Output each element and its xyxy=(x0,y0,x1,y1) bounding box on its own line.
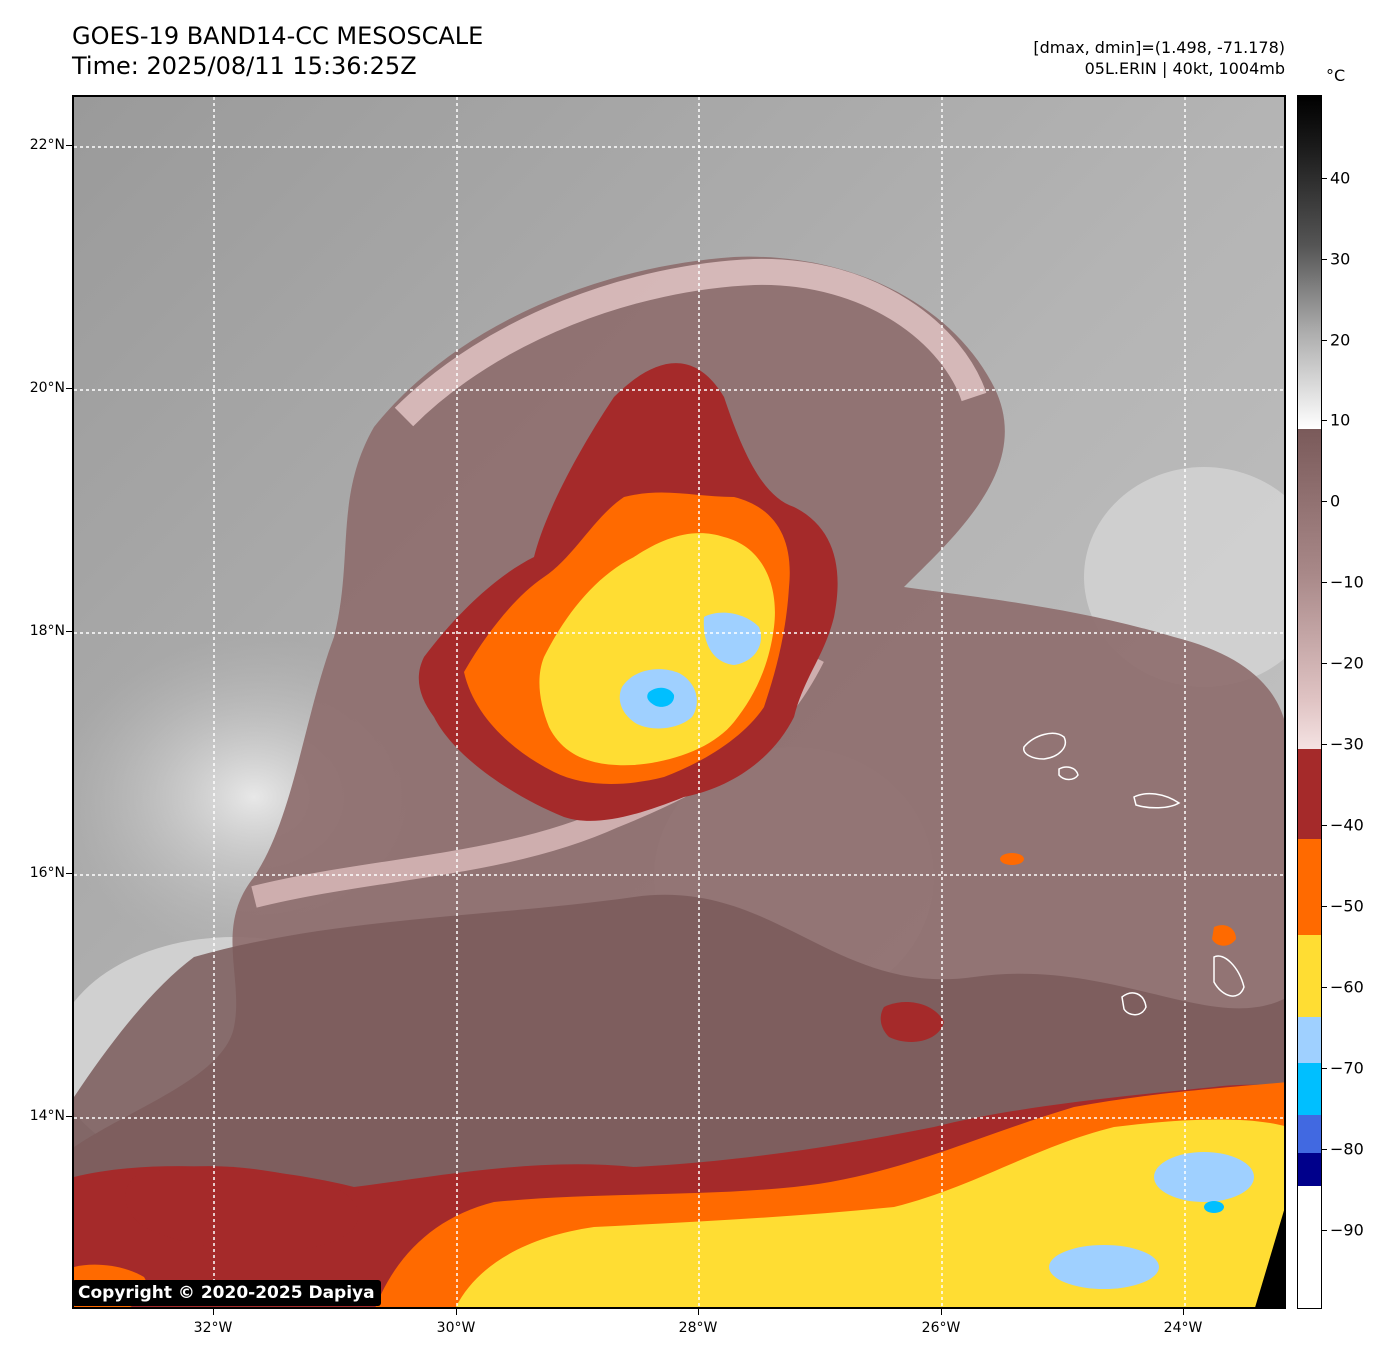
lon-tick-26w xyxy=(941,1309,942,1315)
colorbar-tick-minus50 xyxy=(1322,906,1327,907)
colorbar-royalblue xyxy=(1298,1115,1321,1153)
colorbar-cyan xyxy=(1298,1063,1321,1115)
lon-label-24w: 24°W xyxy=(1163,1320,1203,1336)
colorbar-tick-minus30 xyxy=(1322,744,1327,745)
colorbar-label-minus30: −30 xyxy=(1330,734,1364,754)
colorbar-tick-minus90 xyxy=(1322,1230,1327,1231)
colorbar-label-minus60: −60 xyxy=(1330,977,1364,997)
colorbar-darkred xyxy=(1298,749,1321,839)
colorbar-label-40: 40 xyxy=(1330,168,1351,188)
convection-lightblue-2 xyxy=(703,612,762,665)
lon-label-30w: 30°W xyxy=(436,1320,476,1336)
island-outline-4 xyxy=(1121,992,1147,1016)
colorbar-tick-30 xyxy=(1322,259,1327,260)
temperature-colorbar xyxy=(1297,95,1322,1309)
convection-yellow xyxy=(539,533,775,766)
colorbar-label-minus90: −90 xyxy=(1330,1220,1364,1240)
colorbar-tick-minus10 xyxy=(1322,582,1327,583)
colorbar-tick-10 xyxy=(1322,420,1327,421)
colorbar-tick-minus80 xyxy=(1322,1149,1327,1150)
lat-tick-20n xyxy=(66,388,72,389)
colorbar-label-10: 10 xyxy=(1330,410,1351,430)
south-convection-lightblue-2 xyxy=(1049,1245,1159,1289)
south-convection-lightblue xyxy=(1154,1152,1254,1202)
colorbar-label-minus70: −70 xyxy=(1330,1058,1364,1078)
colorbar-tick-minus60 xyxy=(1322,987,1327,988)
lat-label-14n: 14°N xyxy=(29,1108,65,1124)
colorbar-label-minus20: −20 xyxy=(1330,653,1364,673)
colorbar-tick-minus40 xyxy=(1322,825,1327,826)
lat-label-16n: 16°N xyxy=(29,865,65,881)
lat-label-20n: 20°N xyxy=(29,380,65,396)
east-cell-1 xyxy=(880,1002,944,1042)
copyright-badge: Copyright © 2020-2025 Dapiya xyxy=(72,1280,381,1306)
convection-cyan xyxy=(647,687,675,707)
colorbar-tick-0 xyxy=(1322,501,1327,502)
data-range-info: [dmax, dmin]=(1.498, -71.178) xyxy=(1033,38,1285,57)
lat-tick-22n xyxy=(66,145,72,146)
colorbar-label-minus40: −40 xyxy=(1330,815,1364,835)
lon-tick-24w xyxy=(1183,1309,1184,1315)
colorbar-label-minus10: −10 xyxy=(1330,572,1364,592)
island-outline-5 xyxy=(1213,955,1245,997)
lon-tick-30w xyxy=(456,1309,457,1315)
east-cell-3 xyxy=(1000,853,1024,865)
data-gap xyxy=(1255,1210,1284,1307)
lat-tick-14n xyxy=(66,1116,72,1117)
lon-label-26w: 26°W xyxy=(921,1320,961,1336)
southwest-convection xyxy=(125,1166,359,1251)
colorbar-unit: °C xyxy=(1326,66,1346,85)
title-line-1: GOES-19 BAND14-CC MESOSCALE xyxy=(72,22,484,50)
lon-tick-28w xyxy=(698,1309,699,1315)
satellite-map xyxy=(72,95,1286,1309)
colorbar-yellow xyxy=(1298,935,1321,1017)
colorbar-white xyxy=(1298,1186,1321,1308)
satellite-image xyxy=(74,97,1284,1307)
cloud-edge-pink xyxy=(394,258,987,427)
colorbar-label-20: 20 xyxy=(1330,330,1351,350)
east-cell-2 xyxy=(1212,925,1236,946)
colorbar-brown xyxy=(1298,429,1321,749)
colorbar-tick-minus20 xyxy=(1322,663,1327,664)
colorbar-label-minus50: −50 xyxy=(1330,896,1364,916)
colorbar-tick-40 xyxy=(1322,178,1327,179)
storm-info: 05L.ERIN | 40kt, 1004mb xyxy=(1084,59,1285,78)
lat-label-18n: 18°N xyxy=(29,623,65,639)
colorbar-tick-20 xyxy=(1322,340,1327,341)
colorbar-navy xyxy=(1298,1153,1321,1186)
colorbar-label-minus80: −80 xyxy=(1330,1139,1364,1159)
south-convection-cyan xyxy=(1204,1201,1224,1213)
island-outline-2 xyxy=(1058,766,1079,781)
lon-tick-32w xyxy=(213,1309,214,1315)
lat-tick-16n xyxy=(66,873,72,874)
colorbar-orange xyxy=(1298,839,1321,935)
lon-label-28w: 28°W xyxy=(678,1320,718,1336)
island-outline-3 xyxy=(1133,792,1181,809)
lat-tick-18n xyxy=(66,631,72,632)
colorbar-warm-gray xyxy=(1298,96,1321,429)
island-outline-1 xyxy=(1023,732,1066,760)
colorbar-lightblue xyxy=(1298,1017,1321,1063)
colorbar-label-30: 30 xyxy=(1330,249,1351,269)
colorbar-tick-minus70 xyxy=(1322,1068,1327,1069)
gridlines xyxy=(74,97,1284,1307)
title-line-2: Time: 2025/08/11 15:36:25Z xyxy=(72,52,417,80)
lat-label-22n: 22°N xyxy=(29,137,65,153)
lon-label-32w: 32°W xyxy=(193,1320,233,1336)
colorbar-label-0: 0 xyxy=(1330,491,1341,511)
